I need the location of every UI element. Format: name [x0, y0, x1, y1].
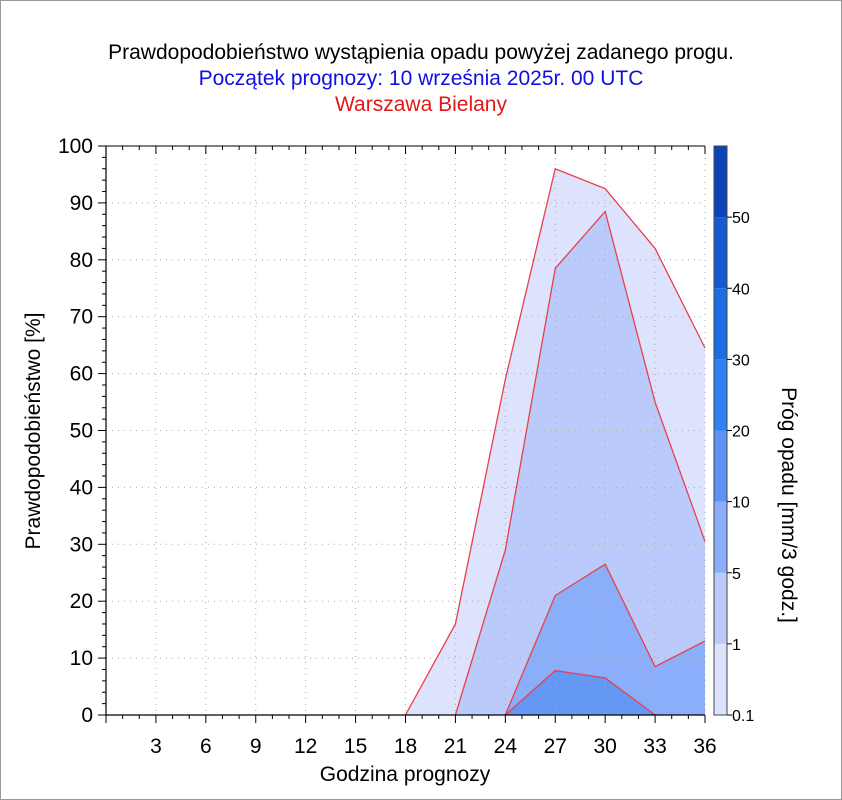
y-tick-label: 60: [70, 363, 93, 386]
colorbar-tick-label: 40: [732, 281, 750, 298]
colorbar-segment: [714, 146, 727, 218]
x-tick-label: 36: [693, 735, 716, 758]
colorbar-segment: [714, 359, 727, 431]
y-tick-label: 0: [81, 704, 93, 727]
line-threshold-5: [504, 563, 706, 716]
area-threshold-1: [106, 211, 705, 715]
line-threshold-1: [454, 210, 706, 716]
colorbar-segment: [714, 572, 727, 644]
line-threshold-0.1: [404, 167, 706, 716]
y-tick-label: 20: [70, 590, 93, 613]
y-tick-label: 70: [70, 306, 93, 329]
x-tick-label: 21: [444, 735, 467, 758]
forecast-start-subtitle: Początek prognozy: 10 września 2025r. 00…: [198, 67, 644, 90]
colorbar: 0.1 1 5 10 20 30 40 50: [713, 145, 754, 725]
colorbar-tick-label: 50: [732, 210, 750, 227]
threshold-lines: [404, 167, 706, 716]
colorbar-segment: [714, 643, 727, 715]
x-tick-label: 12: [294, 735, 317, 758]
y-tick-label: 40: [70, 476, 93, 499]
y-tick-label: 50: [70, 420, 93, 443]
x-tick-label: 15: [344, 735, 367, 758]
colorbar-tick-label: 0.1: [732, 708, 754, 725]
axis-ticks: [98, 145, 706, 723]
station-name: Warszawa Bielany: [335, 93, 507, 116]
y-tick-label: 90: [70, 192, 93, 215]
line-threshold-10: [504, 669, 656, 716]
y-tick-label: 30: [70, 533, 93, 556]
y-axis-label: Prawdopodobieństwo [%]: [22, 313, 45, 550]
x-tick-label: 6: [200, 735, 212, 758]
colorbar-tick-label: 30: [732, 352, 750, 369]
x-tick-label: 24: [494, 735, 518, 758]
chart-title: Prawdopodobieństwo wystąpienia opadu pow…: [108, 41, 734, 64]
x-tick-label: 33: [643, 735, 666, 758]
area-threshold-10: [106, 670, 705, 715]
colorbar-label: Próg opadu [mm/3 godz.]: [777, 387, 800, 623]
colorbar-tick-label: 20: [732, 424, 750, 441]
x-tick-label: 18: [394, 735, 417, 758]
colorbar-segment: [714, 501, 727, 573]
y-tick-label: 80: [70, 249, 93, 272]
colorbar-tick-label: 1: [732, 637, 741, 654]
x-tick-label: 3: [150, 735, 162, 758]
colorbar-segment: [714, 288, 727, 360]
title-block: Prawdopodobieństwo wystąpienia opadu pow…: [0, 40, 842, 118]
y-tick-label: 10: [70, 647, 93, 670]
x-axis-label: Godzina prognozy: [320, 763, 491, 786]
colorbar-segment: [714, 430, 727, 502]
x-tick-label: 30: [593, 735, 616, 758]
grid-lines: [106, 145, 706, 716]
x-tick-label: 9: [250, 735, 262, 758]
x-tick-label: 27: [544, 735, 567, 758]
colorbar-tick-label: 10: [732, 495, 750, 512]
colorbar-segment: [714, 217, 727, 289]
colorbar-tick-label: 5: [732, 566, 741, 583]
y-tick-label: 100: [58, 135, 93, 158]
